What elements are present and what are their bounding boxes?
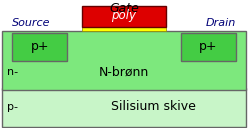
Bar [12,33,67,61]
Text: p+: p+ [31,40,49,53]
Bar [82,6,166,27]
Text: p+: p+ [199,40,217,53]
Bar [82,27,166,31]
Text: poly: poly [112,9,136,22]
Bar [2,31,246,90]
Bar [2,88,246,127]
Text: n-: n- [7,67,19,77]
Text: N-brønn: N-brønn [99,65,149,78]
Text: Gate: Gate [109,2,139,15]
Text: Source: Source [12,18,51,28]
Text: p-: p- [7,102,18,112]
Bar [181,33,236,61]
Text: Drain: Drain [205,18,236,28]
Text: Silisium skive: Silisium skive [111,100,196,113]
